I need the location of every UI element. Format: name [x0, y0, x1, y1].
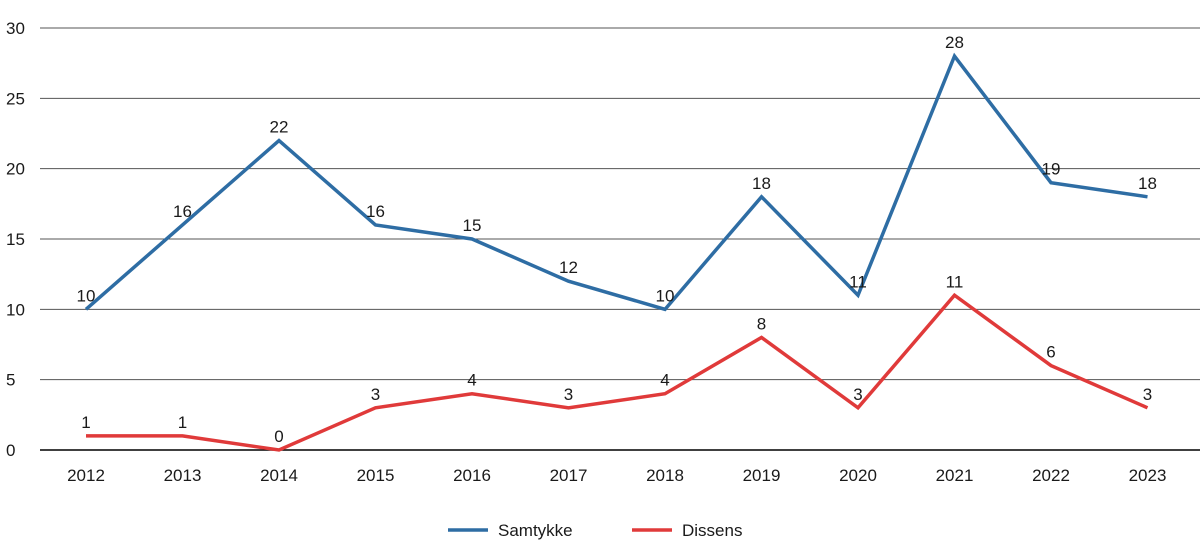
data-label: 10 — [656, 286, 675, 305]
data-label: 4 — [467, 371, 476, 390]
data-label: 11 — [849, 272, 867, 291]
x-tick-label: 2023 — [1129, 466, 1167, 485]
data-label: 19 — [1042, 160, 1061, 179]
legend-label: Samtykke — [498, 521, 573, 540]
y-tick-label: 5 — [6, 371, 15, 390]
data-label: 10 — [77, 286, 96, 305]
x-tick-label: 2015 — [357, 466, 395, 485]
data-label: 3 — [853, 385, 862, 404]
data-label: 22 — [270, 118, 289, 137]
data-label: 0 — [274, 427, 283, 446]
legend: Samtykke Dissens — [448, 521, 742, 540]
data-label: 28 — [945, 33, 964, 52]
data-label: 1 — [178, 413, 187, 432]
data-label: 15 — [463, 216, 482, 235]
data-label: 3 — [1143, 385, 1152, 404]
series-line-samtykke — [84, 52, 1148, 312]
x-tick-label: 2019 — [743, 466, 781, 485]
x-tick-label: 2013 — [164, 466, 202, 485]
data-label: 6 — [1046, 343, 1055, 362]
data-label: 11 — [946, 272, 964, 291]
x-tick-label: 2012 — [67, 466, 105, 485]
x-tick-label: 2022 — [1032, 466, 1070, 485]
x-tick-label: 2016 — [453, 466, 491, 485]
legend-label: Dissens — [682, 521, 742, 540]
data-label: 8 — [757, 314, 766, 333]
series-line-dissens — [86, 292, 1149, 452]
data-label: 18 — [1138, 174, 1157, 193]
data-label: 3 — [371, 385, 380, 404]
data-label: 18 — [752, 174, 771, 193]
gridlines — [40, 27, 1200, 451]
y-tick-label: 0 — [6, 441, 15, 460]
y-tick-label: 10 — [6, 300, 25, 319]
y-tick-label: 25 — [6, 89, 25, 108]
data-label: 1 — [81, 413, 90, 432]
x-tick-label: 2020 — [839, 466, 877, 485]
x-tick-label: 2017 — [550, 466, 588, 485]
data-label: 4 — [660, 371, 669, 390]
data-label: 12 — [559, 258, 578, 277]
y-tick-label: 15 — [6, 230, 25, 249]
x-tick-label: 2018 — [646, 466, 684, 485]
x-tick-label: 2021 — [936, 466, 974, 485]
data-label: 16 — [366, 202, 385, 221]
y-axis-ticks: 0 5 10 15 20 25 30 — [6, 19, 25, 460]
legend-item-dissens: Dissens — [632, 521, 742, 540]
x-axis-ticks: 2012 2013 2014 2015 2016 2017 2018 2019 2020 2021… — [67, 466, 1166, 485]
x-tick-label: 2014 — [260, 466, 298, 485]
data-label: 3 — [564, 385, 573, 404]
data-label: 16 — [173, 202, 192, 221]
series-lines — [84, 52, 1149, 452]
y-tick-label: 30 — [6, 19, 25, 38]
legend-item-samtykke: Samtykke — [448, 521, 573, 540]
y-tick-label: 20 — [6, 160, 25, 179]
